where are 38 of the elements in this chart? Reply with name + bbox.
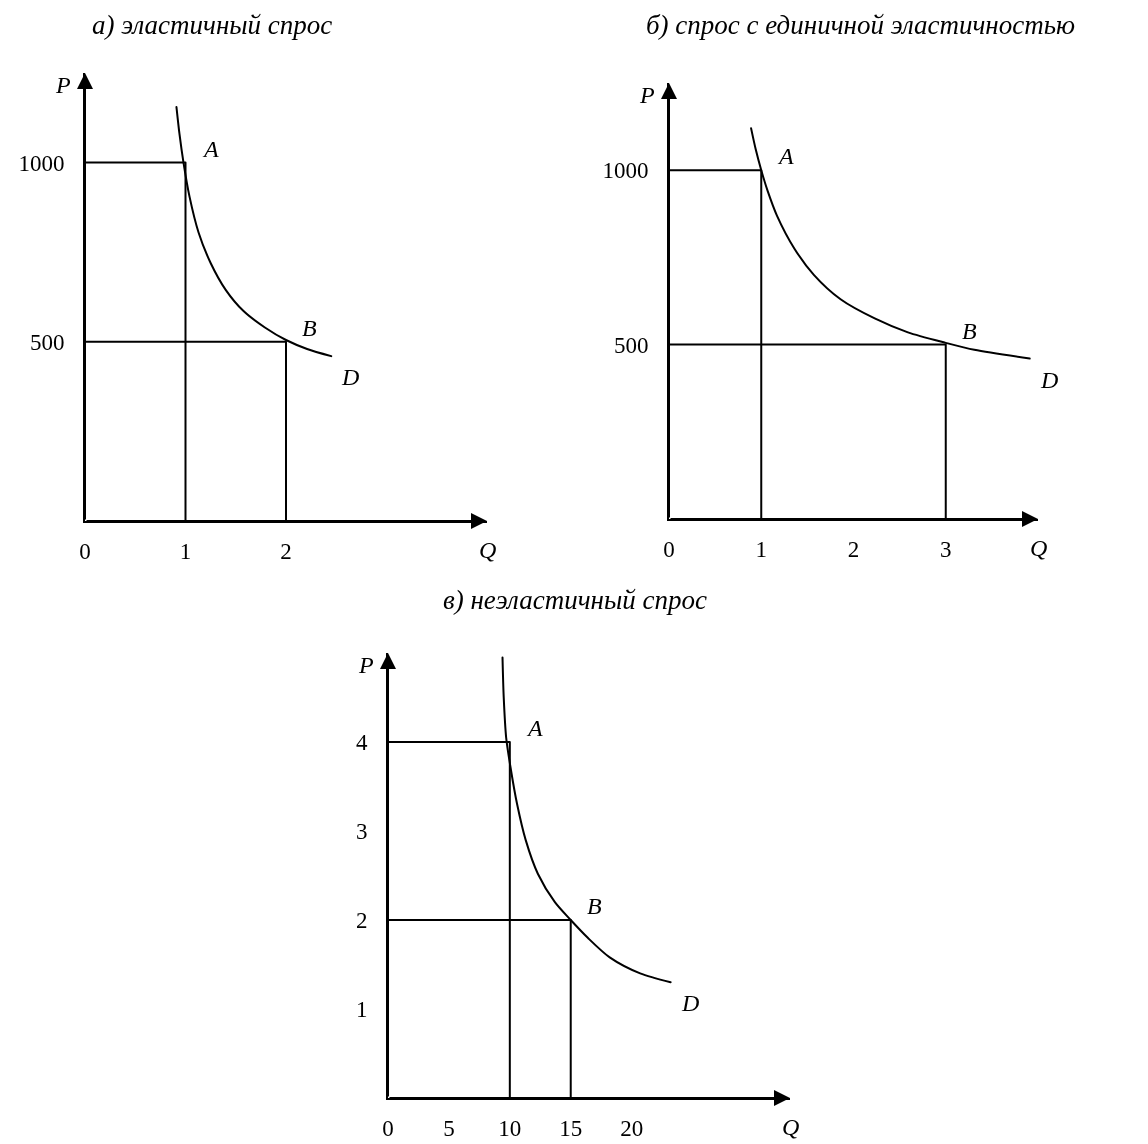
x-tick-label: 0 [382,1115,394,1141]
x-axis-title: Q [479,537,497,563]
y-tick-label: 1000 [18,150,65,176]
x-tick-label: 5 [443,1115,455,1141]
series-label: D [681,990,700,1016]
y-tick-label: 500 [613,332,649,358]
x-tick-label: 1 [755,536,767,562]
annotation: A [202,136,219,162]
y-tick-label: 1 [355,997,368,1023]
x-tick-label: 0 [663,536,675,562]
annotation: B [302,315,317,341]
annotation: B [962,318,977,344]
annotation: A [777,143,794,169]
annotation: B [587,893,602,919]
y-tick-label: 1000 [602,158,649,184]
y-tick-label: 500 [29,329,65,355]
x-tick-label: 3 [940,536,952,562]
x-tick-label: 10 [498,1115,522,1141]
chart-title: а) эластичный спрос [92,10,333,40]
x-tick-label: 15 [559,1115,583,1141]
x-tick-label: 20 [620,1115,644,1141]
y-axis-title: P [55,72,71,98]
x-axis-title: Q [1030,535,1048,561]
series-label: D [341,364,360,390]
x-axis-title: Q [782,1114,800,1140]
annotation: A [526,715,543,741]
y-tick-label: 4 [355,730,368,756]
x-tick-label: 2 [847,536,860,562]
series-label: D [1040,367,1059,393]
y-axis-title: P [358,652,374,678]
y-axis-title: P [639,82,655,108]
x-tick-label: 2 [280,538,292,564]
chart-title: б) спрос с единичной эластичностью [646,10,1076,40]
x-tick-label: 1 [179,538,192,564]
y-tick-label: 2 [355,908,368,934]
chart-title: в) неэластичный спрос [443,585,707,615]
x-tick-label: 0 [79,538,91,564]
y-tick-label: 3 [355,819,368,845]
